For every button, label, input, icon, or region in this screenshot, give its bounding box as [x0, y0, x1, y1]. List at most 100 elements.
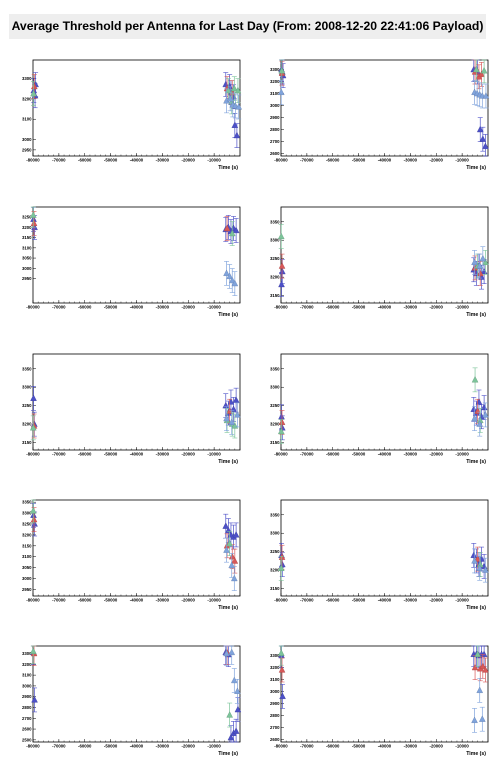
- x-tick-label: -60000: [326, 744, 340, 749]
- data-point: [480, 66, 488, 74]
- x-tick-label: -30000: [156, 744, 170, 749]
- chart-panel-4: -80000 -70000 -60000 -50000 -40000 -30000 -200…: [270, 206, 489, 318]
- x-tick-label: -60000: [78, 305, 92, 310]
- x-tick-label: -70000: [300, 598, 314, 603]
- plot-frame: [280, 59, 489, 157]
- data-point: [231, 121, 239, 128]
- x-tick-label: -30000: [156, 452, 170, 457]
- y-tick-label: 3350: [22, 366, 32, 371]
- data-point: [470, 405, 478, 412]
- plot-frame: [32, 206, 241, 304]
- data-point: [228, 418, 236, 425]
- data-point: [223, 649, 230, 657]
- data-point: [470, 551, 478, 558]
- data-point: [482, 566, 489, 573]
- data-point: [482, 411, 489, 418]
- x-tick-label: -30000: [156, 158, 170, 163]
- x-tick-label: -20000: [430, 452, 444, 457]
- data-point: [476, 420, 484, 427]
- data-point: [30, 89, 37, 97]
- x-tick-label: -70000: [300, 305, 314, 310]
- data-point: [474, 650, 481, 657]
- y-tick-label: 2800: [22, 705, 32, 710]
- y-tick-label: 3300: [22, 385, 32, 390]
- plot-frame: [280, 499, 489, 597]
- x-tick-label: -40000: [378, 452, 392, 457]
- x-tick-label: -10000: [455, 598, 469, 603]
- data-point: [234, 411, 241, 418]
- y-tick-label: 2700: [270, 725, 280, 730]
- data-point: [471, 716, 478, 723]
- x-tick-label: -50000: [104, 305, 118, 310]
- y-tick-label: 3250: [22, 215, 32, 220]
- y-tick-label: 3150: [270, 440, 280, 445]
- y-tick-label: 2700: [270, 139, 280, 144]
- y-tick-label: 3200: [22, 532, 32, 537]
- y-tick-label: 3200: [22, 662, 32, 667]
- y-tick-label: 2600: [22, 727, 32, 732]
- y-tick-label: 2800: [270, 127, 280, 132]
- y-tick-label: 3350: [22, 500, 32, 505]
- data-point: [232, 226, 240, 234]
- y-tick-label: 3100: [22, 673, 32, 678]
- y-tick-label: 3300: [270, 238, 280, 243]
- x-tick-label: -20000: [430, 158, 444, 163]
- data-point: [479, 254, 487, 262]
- data-point: [223, 269, 230, 276]
- x-tick-label: -70000: [52, 452, 66, 457]
- x-tick-label: -30000: [156, 598, 170, 603]
- y-tick-label: 3100: [270, 91, 280, 96]
- y-tick-label: 2600: [270, 151, 280, 156]
- data-point: [471, 258, 478, 265]
- x-tick-label: -40000: [130, 598, 144, 603]
- y-tick-label: 3100: [22, 554, 32, 559]
- data-point: [29, 211, 37, 218]
- data-point: [474, 555, 481, 562]
- y-tick-label: 3300: [270, 653, 280, 658]
- x-tick-label: -40000: [130, 744, 144, 749]
- x-tick-label: -80000: [26, 452, 40, 457]
- data-point: [473, 65, 480, 73]
- x-tick-label: -80000: [274, 744, 288, 749]
- data-point: [476, 269, 484, 277]
- x-tick-label: -50000: [352, 452, 366, 457]
- x-tick-label: -30000: [404, 305, 418, 310]
- data-point: [277, 232, 285, 240]
- data-point: [278, 280, 285, 288]
- x-tick-label: -70000: [300, 452, 314, 457]
- x-axis-label: Time (s): [466, 605, 486, 611]
- data-point: [226, 272, 233, 280]
- y-tick-label: 3000: [270, 103, 280, 108]
- data-point: [228, 276, 236, 284]
- data-point: [476, 564, 484, 571]
- y-tick-label: 2950: [22, 587, 32, 592]
- x-tick-label: -80000: [26, 598, 40, 603]
- x-tick-label: -70000: [52, 744, 66, 749]
- y-tick-label: 3300: [270, 385, 280, 390]
- plot-frame: [280, 206, 489, 304]
- data-point: [29, 424, 37, 431]
- plot-frame: [32, 645, 241, 743]
- x-tick-label: -80000: [274, 598, 288, 603]
- data-point: [476, 262, 484, 269]
- data-point: [277, 564, 285, 571]
- data-point: [230, 84, 238, 92]
- data-point: [278, 553, 286, 560]
- data-point: [277, 649, 285, 656]
- y-tick-label: 3000: [22, 683, 32, 688]
- data-point: [230, 574, 238, 582]
- y-tick-label: 3350: [270, 366, 280, 371]
- chart-panel-6: -80000 -70000 -60000 -50000 -40000 -30000 -200…: [270, 353, 489, 465]
- data-point: [476, 686, 484, 693]
- data-point: [228, 648, 236, 656]
- chart-panel-3: -80000 -70000 -60000 -50000 -40000 -30000 -200…: [22, 206, 241, 318]
- y-tick-label: 3300: [22, 651, 32, 656]
- plot-frame: [280, 645, 489, 743]
- data-point: [228, 552, 236, 560]
- data-point: [278, 666, 286, 673]
- y-tick-label: 2900: [270, 115, 280, 120]
- chart-panel-10: -80000 -70000 -60000 -50000 -40000 -30000 -200…: [270, 645, 489, 757]
- x-tick-label: -70000: [52, 158, 66, 163]
- x-tick-label: -20000: [182, 744, 196, 749]
- y-tick-label: 3300: [270, 67, 280, 72]
